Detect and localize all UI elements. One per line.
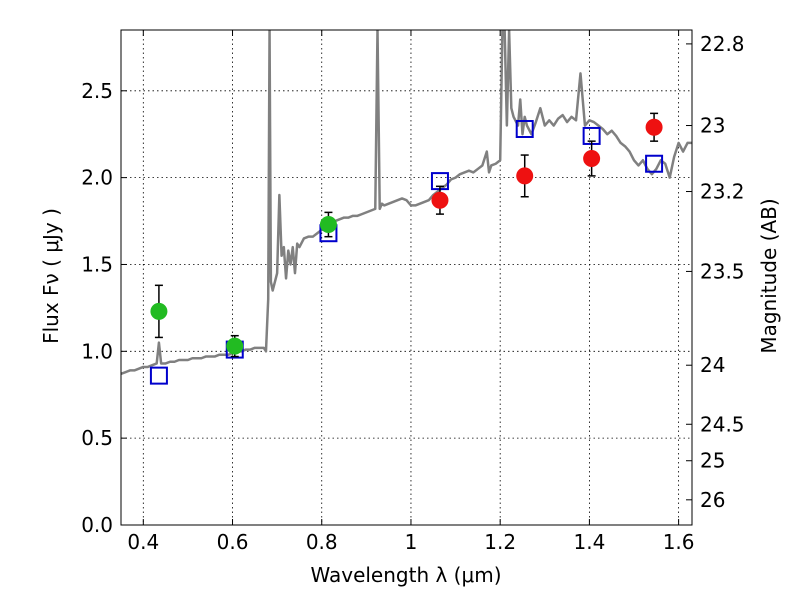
observed-point-optical-2	[319, 216, 337, 234]
y-tick-label-3: 1.5	[81, 252, 113, 276]
observed-point-nir-1	[516, 167, 534, 185]
y-axis-label: Flux Fν ( μJy )	[39, 208, 63, 344]
right-tick-label-7: 26	[700, 488, 725, 512]
right-tick-label-0: 22.8	[700, 32, 745, 56]
observed-point-optical-1	[226, 337, 244, 355]
right-tick-label-2: 23.2	[700, 180, 745, 204]
x-tick-label-3: 1	[405, 530, 418, 554]
right-tick-label-5: 24.5	[700, 412, 745, 436]
right-tick-label-4: 24	[700, 353, 725, 377]
right-tick-label-6: 25	[700, 449, 725, 473]
y-tick-label-2: 1.0	[81, 339, 113, 363]
model-photometry-square-4	[515, 120, 534, 138]
data-layer	[121, 30, 692, 385]
x-tick-label-5: 1.4	[573, 530, 605, 554]
right-tick-label-1: 23	[700, 114, 725, 138]
observed-point-optical-0	[150, 302, 168, 320]
observed-point-nir-2	[583, 150, 601, 168]
model-photometry-square-6	[645, 154, 664, 173]
x-tick-label-0: 0.4	[127, 530, 159, 554]
y-tick-label-4: 2.0	[81, 166, 113, 190]
y-tick-label-1: 0.5	[81, 426, 113, 450]
plot-area	[121, 30, 692, 385]
axis-layer: 0.4 0.6 0.8 1 1.2 1.4 1.6 0.0 0.5 1.0 1.5 2.0 2.5 22.…	[81, 29, 745, 554]
model-photometry-square-0	[149, 366, 168, 385]
grid-layer	[121, 30, 692, 525]
x-tick-label-2: 0.8	[306, 530, 338, 554]
observed-point-nir-0	[431, 191, 449, 209]
plot-frame	[120, 29, 693, 526]
x-tick-label-6: 1.6	[663, 530, 695, 554]
spectrum-line	[121, 30, 692, 376]
x-tick-label-4: 1.2	[484, 530, 516, 554]
x-axis-label: Wavelength λ (μm)	[310, 563, 501, 587]
y-axis-right-label: Magnitude (AB)	[757, 198, 781, 353]
y-tick-label-0: 0.0	[81, 513, 113, 537]
x-tick-label-1: 0.6	[217, 530, 249, 554]
y-tick-label-5: 2.5	[81, 79, 113, 103]
observed-point-nir-3	[645, 118, 663, 136]
right-tick-label-3: 23.5	[700, 259, 745, 283]
